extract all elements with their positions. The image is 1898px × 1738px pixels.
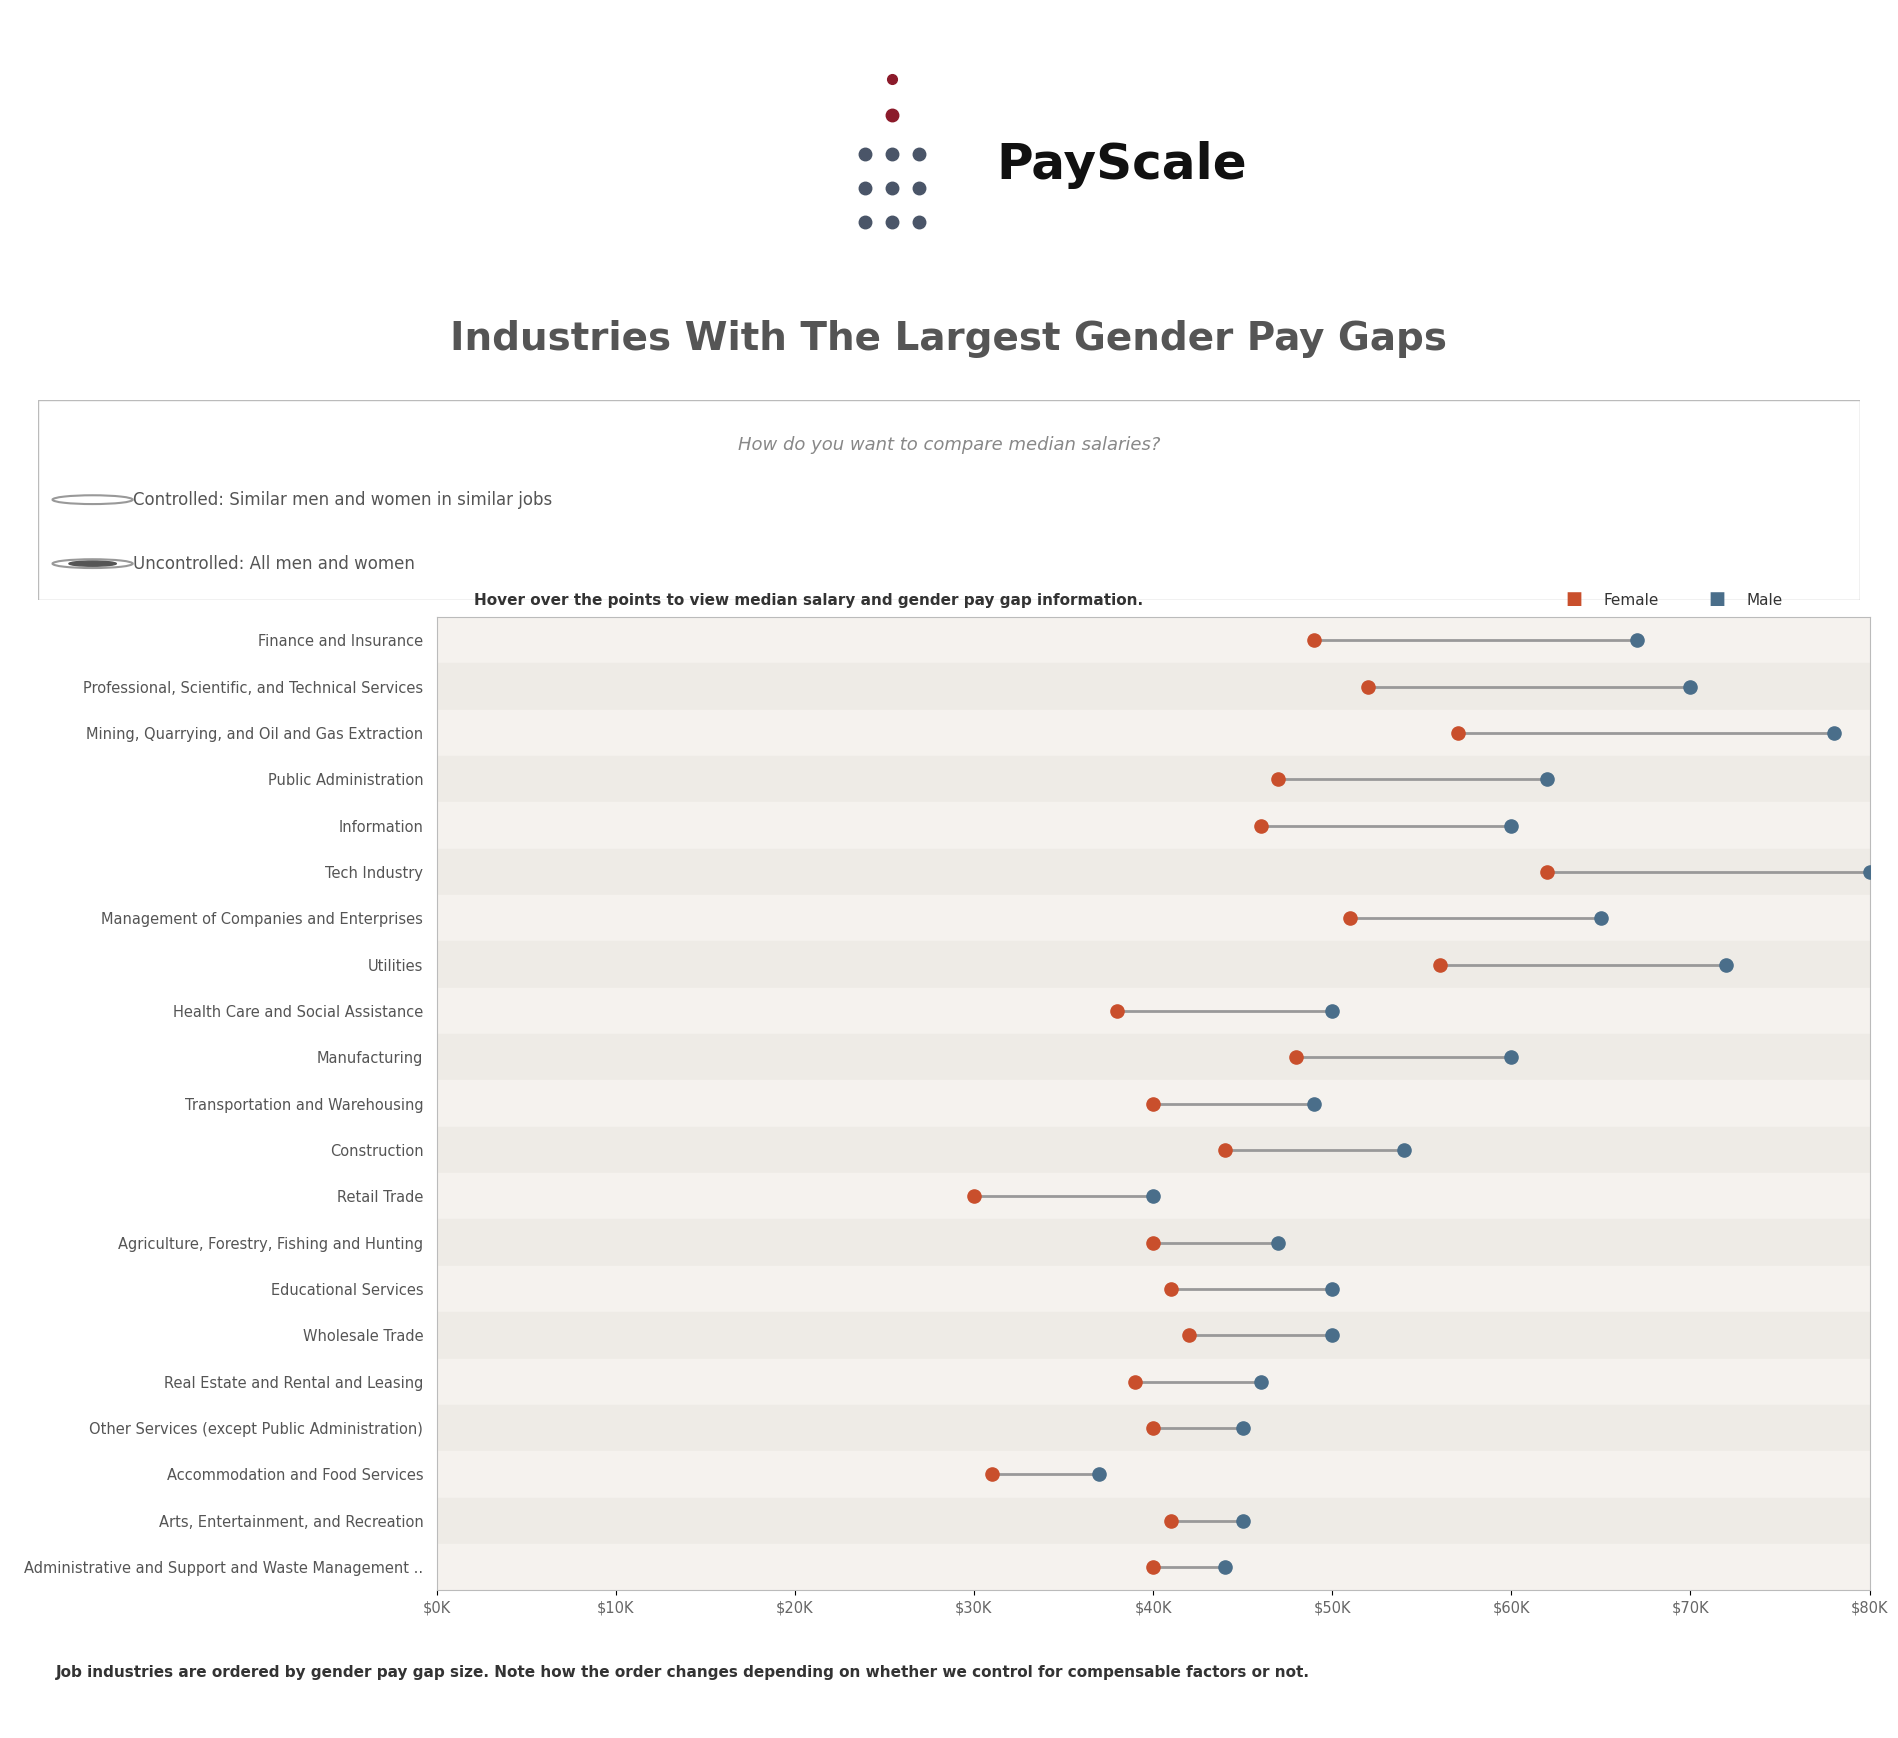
- Point: [1209, 1554, 1239, 1582]
- Bar: [437, 1359, 1870, 1404]
- Text: Uncontrolled: All men and women: Uncontrolled: All men and women: [133, 554, 414, 572]
- Point: [1139, 1554, 1169, 1582]
- Point: [1228, 1507, 1258, 1535]
- Text: Industries With The Largest Gender Pay Gaps: Industries With The Largest Gender Pay G…: [450, 320, 1448, 358]
- Point: [1139, 1229, 1169, 1257]
- Point: [1621, 626, 1651, 653]
- Point: [1317, 1276, 1348, 1304]
- Point: [1442, 720, 1473, 747]
- Point: [1264, 765, 1294, 793]
- Bar: [437, 987, 1870, 1034]
- Point: [1084, 1460, 1114, 1488]
- Point: [1173, 1321, 1203, 1349]
- Point: [1496, 1043, 1526, 1071]
- Point: [1281, 1043, 1312, 1071]
- Text: Male: Male: [1746, 593, 1782, 608]
- Point: [1120, 1368, 1150, 1396]
- Point: [977, 1460, 1008, 1488]
- Point: [1317, 1321, 1348, 1349]
- Text: ■: ■: [1566, 591, 1583, 608]
- Point: [1298, 626, 1329, 653]
- Bar: [437, 1220, 1870, 1265]
- Point: [958, 1182, 989, 1210]
- Point: [1334, 904, 1365, 932]
- Bar: [437, 1451, 1870, 1498]
- Bar: [437, 1081, 1870, 1126]
- Point: [1228, 1415, 1258, 1443]
- FancyBboxPatch shape: [38, 400, 1860, 600]
- Point: [1139, 1090, 1169, 1118]
- Bar: [437, 1126, 1870, 1173]
- Bar: [437, 664, 1870, 709]
- Bar: [437, 895, 1870, 942]
- Text: How do you want to compare median salaries?: How do you want to compare median salari…: [738, 436, 1160, 454]
- Point: [1676, 673, 1706, 700]
- Bar: [437, 1404, 1870, 1451]
- Point: [1245, 812, 1275, 839]
- Bar: [437, 1265, 1870, 1312]
- Text: Hover over the points to view median salary and gender pay gap information.: Hover over the points to view median sal…: [474, 593, 1144, 608]
- Point: [1209, 1137, 1239, 1164]
- Bar: [437, 1543, 1870, 1590]
- Bar: [437, 848, 1870, 895]
- Bar: [437, 709, 1870, 756]
- Point: [1424, 951, 1454, 978]
- Text: Controlled: Similar men and women in similar jobs: Controlled: Similar men and women in sim…: [133, 490, 552, 509]
- Text: PayScale: PayScale: [996, 141, 1247, 189]
- Point: [1139, 1182, 1169, 1210]
- Bar: [437, 756, 1870, 803]
- Point: [1496, 812, 1526, 839]
- Bar: [437, 1312, 1870, 1359]
- Circle shape: [68, 561, 116, 567]
- Point: [1818, 720, 1849, 747]
- Bar: [437, 942, 1870, 987]
- Point: [1139, 1415, 1169, 1443]
- Bar: [437, 617, 1870, 664]
- Point: [1264, 1229, 1294, 1257]
- Bar: [437, 1173, 1870, 1220]
- Point: [1532, 765, 1562, 793]
- Point: [1156, 1276, 1186, 1304]
- Text: ■: ■: [1708, 591, 1725, 608]
- Point: [1712, 951, 1742, 978]
- Bar: [437, 803, 1870, 848]
- Bar: [437, 1498, 1870, 1543]
- Point: [1317, 998, 1348, 1025]
- Point: [1532, 859, 1562, 886]
- Text: Female: Female: [1604, 593, 1659, 608]
- Point: [1854, 859, 1885, 886]
- Point: [1298, 1090, 1329, 1118]
- Point: [1156, 1507, 1186, 1535]
- Point: [1353, 673, 1384, 700]
- Point: [1389, 1137, 1420, 1164]
- Text: Job industries are ordered by gender pay gap size. Note how the order changes de: Job industries are ordered by gender pay…: [57, 1665, 1310, 1681]
- Point: [1103, 998, 1133, 1025]
- Point: [1245, 1368, 1275, 1396]
- Point: [1585, 904, 1615, 932]
- Bar: [437, 1034, 1870, 1081]
